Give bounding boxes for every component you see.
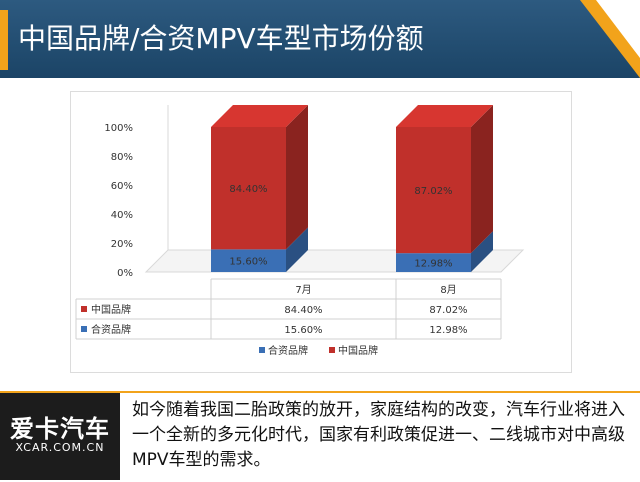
bar-segment-front [396, 127, 471, 254]
bar-segment-side [471, 105, 493, 254]
caption-text: 如今随着我国二胎政策的放开，家庭结构的改变，汽车行业将进入一个全新的多元化时代，… [132, 400, 625, 470]
table-cell: 87.02% [429, 305, 467, 316]
logo-english: XCAR.COM.CN [15, 441, 105, 454]
bar-segment-top [396, 105, 493, 127]
y-tick-label: 0% [117, 268, 133, 279]
logo-chinese: 爱卡汽车 [10, 415, 110, 443]
bar-segment-front [211, 127, 286, 250]
legend-label: 合资品牌 [268, 344, 308, 357]
bar-segment-side [286, 105, 308, 250]
x-category-label: 8月 [440, 284, 456, 296]
y-tick-label: 100% [104, 123, 133, 134]
data-label: 12.98% [414, 259, 452, 270]
legend-swatch [329, 347, 335, 353]
legend-label: 中国品牌 [338, 344, 378, 357]
data-label: 84.40% [229, 184, 267, 195]
xcar-logo: 爱卡汽车 XCAR.COM.CN [0, 393, 120, 480]
y-tick-label: 40% [111, 210, 133, 221]
table-cell: 12.98% [429, 325, 467, 336]
table-row-label: 合资品牌 [91, 323, 131, 336]
legend-key-jv [81, 326, 87, 332]
bar-segment-front [396, 253, 471, 272]
data-label: 87.02% [414, 186, 452, 197]
market-share-chart: 0% 20% 40% 60% 80% 100% 15.60% 84.40% 12.98% 87.0… [75, 105, 525, 357]
table-cell: 15.60% [284, 325, 322, 336]
bar-segment-front [211, 249, 286, 272]
corner-decoration-inner [596, 0, 640, 58]
bar-segment-top [211, 105, 308, 127]
table-cell: 84.40% [284, 305, 322, 316]
bar-segment-side [286, 227, 308, 272]
bar-segment-side [471, 231, 493, 272]
x-category-label: 7月 [295, 284, 311, 296]
page-title: 中国品牌/合资MPV车型市场份额 [18, 22, 424, 55]
y-tick-label: 20% [111, 239, 133, 250]
y-tick-label: 60% [111, 181, 133, 192]
legend-key-china [81, 306, 87, 312]
data-label: 15.60% [229, 257, 267, 268]
title-accent-bar [0, 10, 8, 70]
title-bar: 中国品牌/合资MPV车型市场份额 [0, 0, 640, 78]
chart-frame: 0% 20% 40% 60% 80% 100% 15.60% 84.40% 12.98% 87.0… [70, 91, 572, 373]
table-row-label: 中国品牌 [91, 303, 131, 316]
y-tick-label: 80% [111, 152, 133, 163]
legend-swatch [259, 347, 265, 353]
